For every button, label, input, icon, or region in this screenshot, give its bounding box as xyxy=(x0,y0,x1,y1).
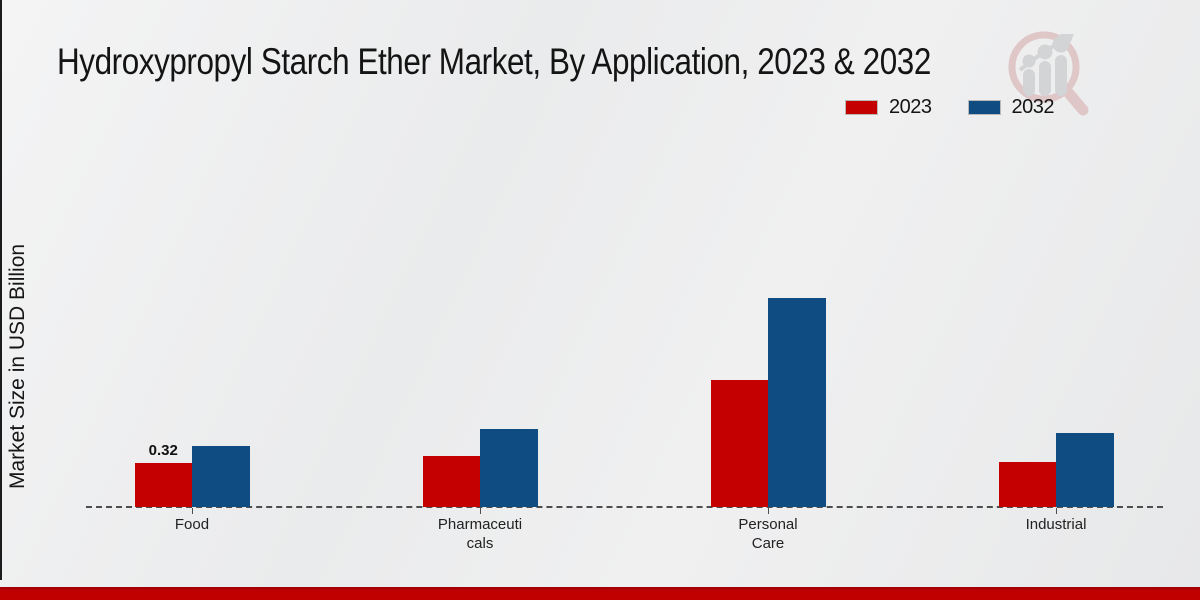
bar-2023-pharmaceuticals xyxy=(422,456,480,507)
x-axis-baseline xyxy=(86,506,1163,508)
legend-swatch-2023 xyxy=(845,100,878,115)
legend-swatch-2032 xyxy=(967,100,1001,115)
bar-2023-food xyxy=(134,463,192,507)
category-label-industrial: Industrial xyxy=(1025,516,1087,533)
legend-label-2023: 2023 xyxy=(889,96,932,118)
magnifier-icon xyxy=(1008,31,1089,116)
legend-item-2023: 2023 xyxy=(845,96,932,119)
legend-label-2032: 2032 xyxy=(1011,96,1055,118)
x-axis-tick-pharmaceuticals xyxy=(480,508,481,514)
bottom-brand-band xyxy=(0,587,1200,600)
category-label-personal-care: Personal Care xyxy=(738,516,798,552)
bar-2023-industrial xyxy=(998,462,1056,507)
bar-2023-personal-care xyxy=(710,380,768,507)
left-edge-line xyxy=(0,0,2,580)
x-axis-tick-food xyxy=(192,508,193,514)
bar-2032-pharmaceuticals xyxy=(480,429,538,507)
legend: 2023 2032 xyxy=(845,96,1054,119)
market-research-future-logo-watermark xyxy=(1008,31,1089,116)
x-axis-tick-industrial xyxy=(1056,508,1057,514)
bar-2032-food xyxy=(192,446,250,507)
legend-item-2032: 2032 xyxy=(967,96,1055,119)
chart-title: Hydroxypropyl Starch Ether Market, By Ap… xyxy=(57,41,931,82)
growth-bars-icon xyxy=(1018,34,1074,96)
x-axis-tick-personal-care xyxy=(768,508,769,514)
category-label-food: Food xyxy=(174,516,210,533)
bar-2032-personal-care xyxy=(768,298,826,507)
category-label-pharmaceuticals: Pharmaceuti cals xyxy=(437,516,523,552)
data-label-2023-food: 0.32 xyxy=(148,442,178,459)
bar-2032-industrial xyxy=(1056,433,1114,507)
